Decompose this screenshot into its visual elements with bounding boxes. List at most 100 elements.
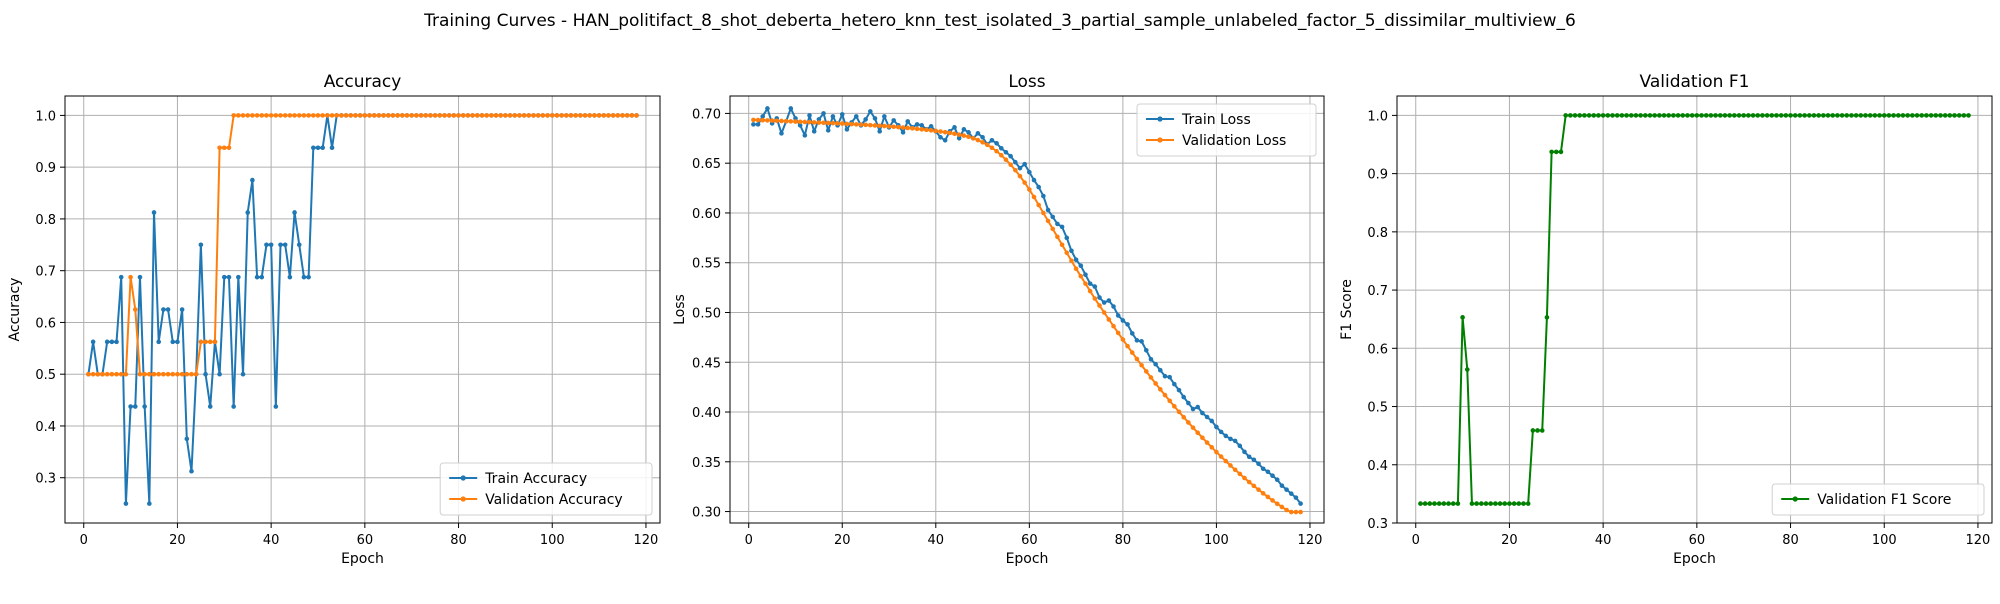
legend-item: Train Accuracy xyxy=(449,471,587,487)
data-point xyxy=(779,131,784,136)
data-point xyxy=(1172,404,1177,409)
data-point xyxy=(1450,501,1456,506)
data-point xyxy=(1563,113,1568,118)
data-point xyxy=(624,113,630,118)
data-point xyxy=(278,113,283,118)
legend: Train Accuracy Validation Accuracy xyxy=(439,462,653,516)
data-point xyxy=(919,127,925,132)
data-point xyxy=(1143,348,1149,353)
data-point xyxy=(1610,113,1615,118)
data-point xyxy=(1176,409,1182,415)
data-point xyxy=(1153,361,1158,367)
x-tick-label: 120 xyxy=(1966,533,1991,548)
data-point xyxy=(1582,113,1587,118)
data-point xyxy=(432,113,438,118)
data-point xyxy=(615,113,621,118)
data-point xyxy=(1167,398,1172,404)
x-tick-label: 40 xyxy=(928,533,945,548)
data-point xyxy=(123,371,129,377)
y-axis-label: Accuracy xyxy=(7,278,23,342)
data-point xyxy=(882,123,887,129)
data-point xyxy=(1013,159,1018,165)
data-point xyxy=(1535,428,1540,433)
data-point xyxy=(1521,501,1526,506)
data-point xyxy=(1774,113,1779,118)
data-point xyxy=(1666,113,1672,118)
data-point xyxy=(400,113,405,118)
data-point xyxy=(765,106,770,111)
data-point xyxy=(966,134,971,140)
data-point xyxy=(783,118,789,124)
data-point xyxy=(825,120,831,126)
data-point xyxy=(998,145,1004,151)
y-tick-label: 1.0 xyxy=(1367,109,1388,124)
data-point xyxy=(170,371,176,377)
data-point xyxy=(1549,149,1554,155)
data-point xyxy=(914,122,920,127)
data-point xyxy=(1200,435,1205,441)
data-point xyxy=(1237,443,1243,449)
data-point xyxy=(1125,322,1130,327)
data-point xyxy=(568,113,574,118)
y-tick-label: 0.6 xyxy=(1367,342,1388,357)
data-point xyxy=(142,404,147,409)
data-point xyxy=(1919,113,1925,118)
data-point xyxy=(465,113,471,118)
data-point xyxy=(114,371,119,377)
chart-panel-3: 0 20 40 60 80 100 120 0.3 0.4 0.5 0.6 0.7 0.8 0.9 1.0 V… xyxy=(1339,72,1993,567)
series-line xyxy=(753,118,1301,514)
data-point xyxy=(1200,410,1205,416)
y-tick-label: 0.40 xyxy=(692,406,721,421)
data-point xyxy=(1223,433,1229,439)
data-point xyxy=(924,127,929,133)
data-point xyxy=(751,122,756,127)
data-point xyxy=(1059,242,1065,248)
data-point xyxy=(165,307,171,312)
data-point xyxy=(634,113,639,118)
data-point xyxy=(531,113,536,118)
data-point xyxy=(1881,113,1887,118)
legend-swatch-marker xyxy=(460,496,466,502)
data-point xyxy=(512,113,518,118)
data-point xyxy=(1469,501,1475,506)
data-point xyxy=(189,468,194,474)
data-point xyxy=(1087,281,1093,286)
data-point xyxy=(484,113,489,118)
data-point xyxy=(376,113,382,118)
y-axis-label: Loss xyxy=(672,294,688,325)
data-point xyxy=(329,113,335,118)
data-point xyxy=(1867,113,1873,118)
data-point xyxy=(268,242,274,248)
data-point xyxy=(905,125,911,131)
panel-title: Accuracy xyxy=(324,72,402,92)
y-tick-label: 0.30 xyxy=(692,506,721,521)
legend-swatch-marker xyxy=(1157,116,1163,122)
data-point xyxy=(137,274,143,280)
legend: Validation F1 Score xyxy=(1771,483,1985,516)
data-point xyxy=(1111,304,1116,309)
data-point xyxy=(203,339,208,345)
data-point xyxy=(961,127,967,132)
legend-label: Train Accuracy xyxy=(484,471,587,487)
data-point xyxy=(1558,149,1564,155)
series-train-accuracy xyxy=(86,113,639,506)
data-point xyxy=(278,242,283,248)
data-point xyxy=(989,145,995,151)
data-point xyxy=(287,274,293,280)
data-point xyxy=(1755,113,1761,118)
data-point xyxy=(147,501,152,506)
data-point xyxy=(807,113,812,118)
data-point xyxy=(329,145,335,151)
legend-swatch-marker xyxy=(1792,496,1798,502)
data-point xyxy=(919,123,925,128)
y-tick-label: 0.8 xyxy=(35,213,56,228)
grid-lines xyxy=(65,96,660,523)
data-point xyxy=(1577,113,1583,118)
data-point xyxy=(137,371,143,377)
data-point xyxy=(320,145,325,151)
data-point xyxy=(540,113,546,118)
data-point xyxy=(90,371,96,377)
data-point xyxy=(1539,428,1545,433)
series-line xyxy=(87,114,637,505)
data-point xyxy=(315,113,321,118)
